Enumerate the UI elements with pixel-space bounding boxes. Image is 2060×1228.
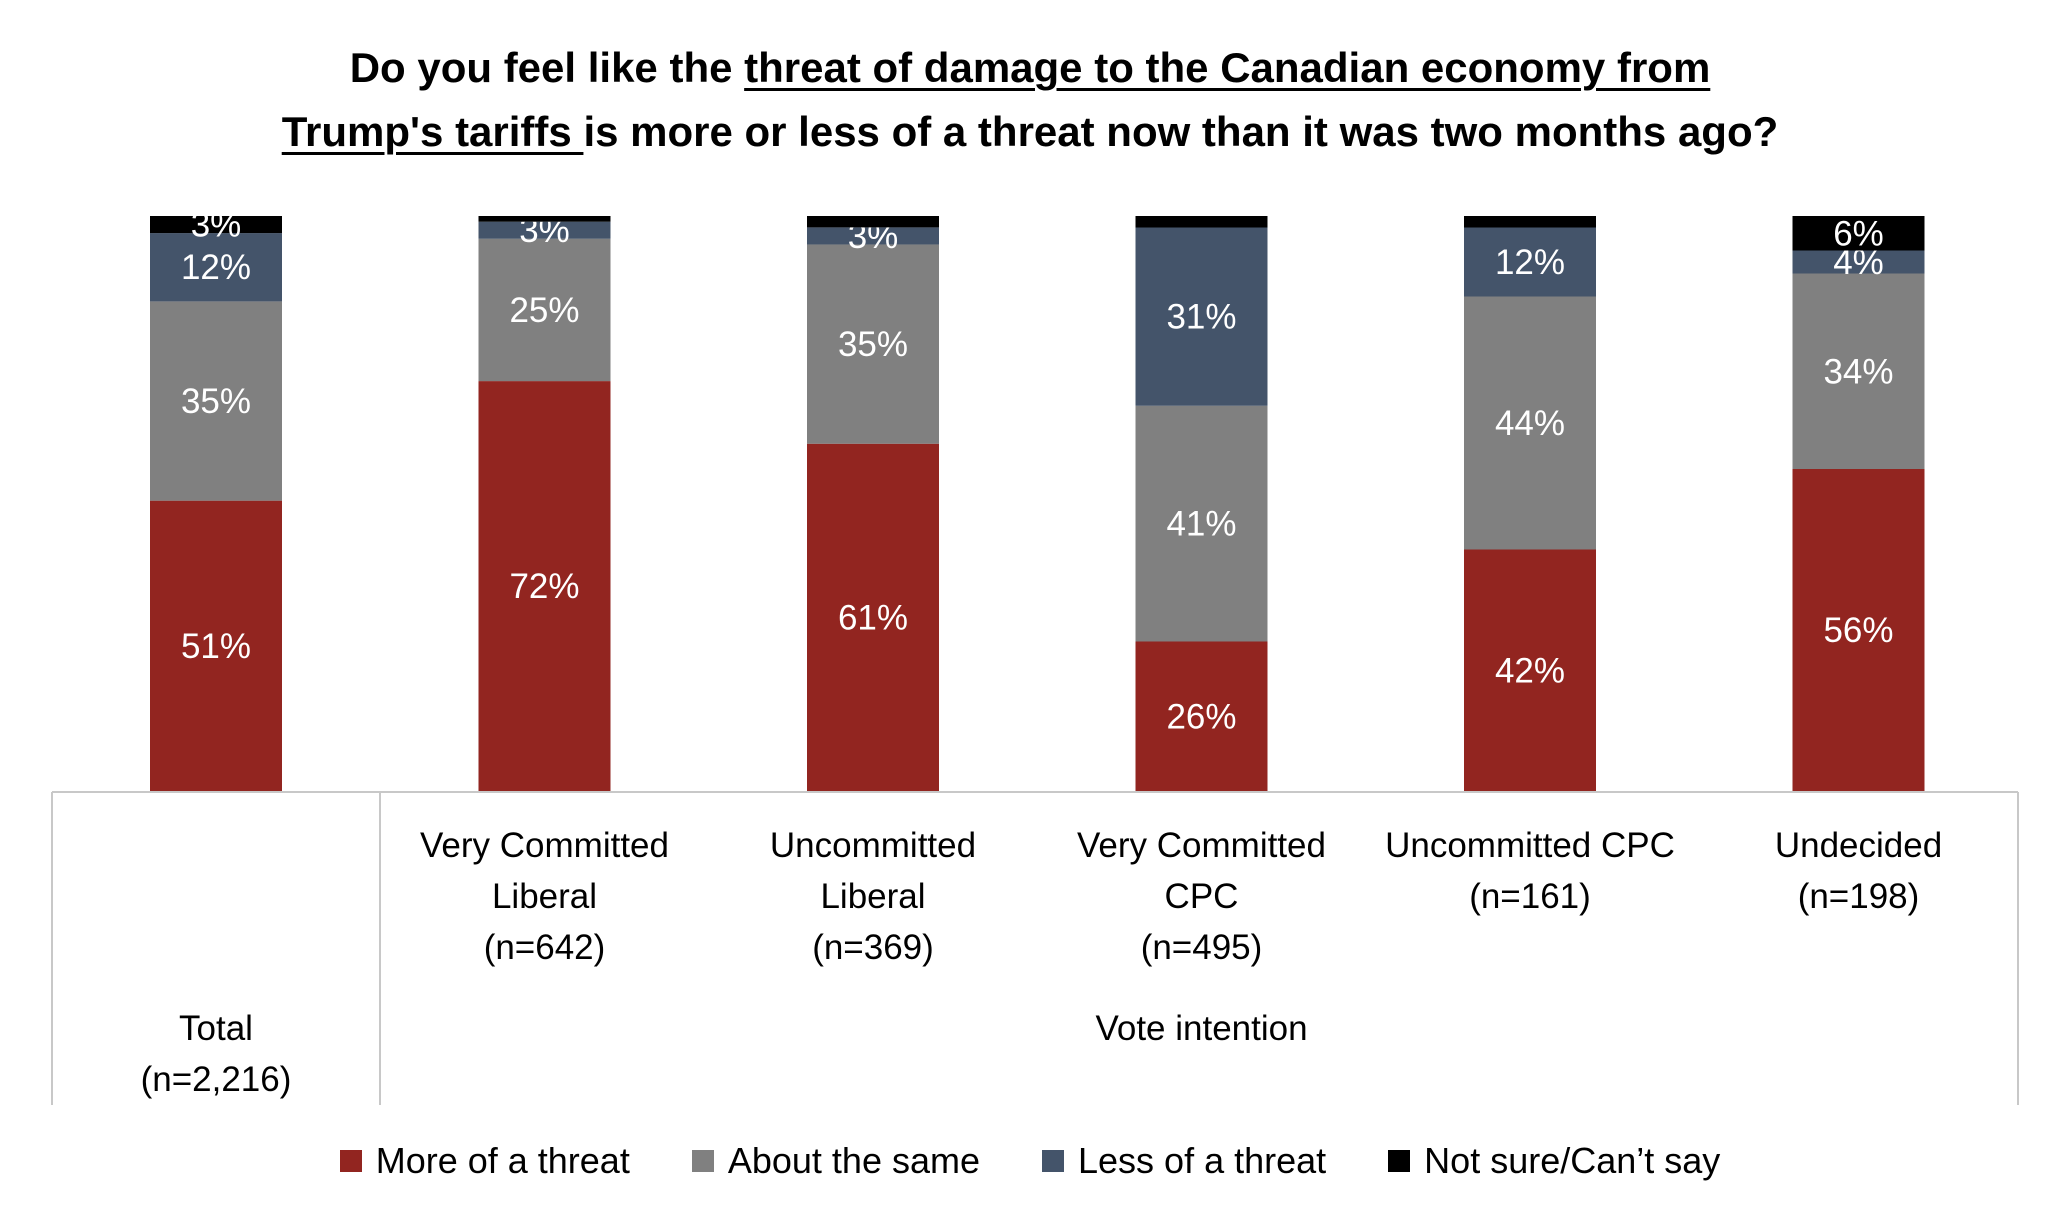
category-label: Undecided	[1775, 826, 1942, 865]
bar-segment	[478, 216, 611, 222]
bar-segment	[1464, 296, 1596, 550]
data-label: 41%	[1166, 505, 1236, 544]
bar-segment	[1135, 641, 1268, 791]
bar-segment	[1135, 405, 1268, 642]
legend-swatch	[1388, 1150, 1411, 1172]
data-label: 56%	[1823, 611, 1893, 650]
legend-item: More of a threat	[339, 1140, 630, 1182]
chart-title-underlined-1: threat of damage to the Canadian economy…	[744, 44, 1711, 91]
data-label: 34%	[1823, 352, 1893, 391]
chart-title-line-1: Do you feel like the threat of damage to…	[0, 36, 2060, 100]
data-label: 31%	[1166, 298, 1236, 337]
data-label: 72%	[509, 567, 579, 606]
data-label: 12%	[1495, 243, 1565, 282]
chart-legend: More of a threat About the same Less of a …	[0, 1140, 2060, 1182]
bar-segment	[478, 238, 611, 382]
category-label: (n=198)	[1798, 877, 1920, 916]
category-label: (n=2,216)	[141, 1060, 292, 1099]
category-label: (n=369)	[812, 928, 934, 967]
bar-segment	[1792, 250, 1925, 274]
category-label: Total	[179, 1009, 253, 1048]
category-label: Very Committed	[420, 826, 669, 865]
legend-swatch	[339, 1150, 362, 1172]
legend-item: Less of a threat	[1042, 1140, 1326, 1182]
bar-segment	[1792, 216, 1925, 251]
bar-segment	[1464, 227, 1596, 297]
bar-segment	[1464, 216, 1596, 228]
category-label: Uncommitted	[770, 826, 976, 865]
category-label: Very Committed	[1077, 826, 1326, 865]
bar-segment	[807, 443, 939, 791]
legend-swatch	[1042, 1150, 1065, 1172]
category-label: (n=642)	[484, 928, 606, 967]
chart-title-line-2: Trump's tariffs is more or less of a thr…	[0, 100, 2060, 164]
data-label: 35%	[181, 382, 251, 421]
data-label: 61%	[838, 598, 908, 637]
category-label: (n=495)	[1141, 928, 1263, 967]
chart-title-plain-2: is more or less of a threat now than it …	[583, 108, 1779, 155]
bar-segment	[150, 301, 282, 501]
bar-segment	[150, 500, 282, 791]
data-label: 42%	[1495, 651, 1565, 690]
data-label: 35%	[838, 325, 908, 364]
bar-segment	[478, 381, 611, 791]
legend-label: Less of a threat	[1078, 1140, 1327, 1181]
legend-item: About the same	[691, 1140, 981, 1182]
legend-label: About the same	[727, 1140, 981, 1181]
data-label: 3%	[191, 206, 242, 245]
legend-label: More of a threat	[375, 1140, 630, 1181]
bar-segment	[478, 221, 611, 239]
bar-segment	[1464, 549, 1596, 791]
bar-segment	[1792, 469, 1925, 791]
category-label: Liberal	[492, 877, 597, 916]
data-label: 25%	[509, 291, 579, 330]
bar-segment	[807, 216, 939, 228]
legend-swatch	[691, 1150, 714, 1172]
bar-segment	[1135, 216, 1268, 228]
data-label: 44%	[1495, 404, 1565, 443]
chart-title: Do you feel like the threat of damage to…	[0, 36, 2060, 164]
bar-segment	[150, 233, 282, 302]
bar-segment	[807, 227, 939, 245]
chart-title-plain-1: Do you feel like the	[349, 44, 745, 91]
data-label: 12%	[181, 248, 251, 287]
category-label: (n=161)	[1469, 877, 1591, 916]
bar-segment	[807, 244, 939, 444]
group-label: Vote intention	[1095, 1009, 1307, 1048]
legend-label: Not sure/Can’t say	[1424, 1140, 1721, 1181]
legend-item: Not sure/Can’t say	[1388, 1140, 1720, 1182]
category-label: Uncommitted CPC	[1385, 826, 1675, 865]
category-label: CPC	[1165, 877, 1239, 916]
data-label: 6%	[1833, 214, 1884, 253]
data-label: 51%	[181, 627, 251, 666]
bar-segment	[1135, 227, 1268, 406]
category-label: Liberal	[820, 877, 925, 916]
bar-segment	[150, 216, 282, 234]
chart-title-underlined-2: Trump's tariffs	[281, 108, 584, 155]
data-label: 26%	[1166, 697, 1236, 736]
bar-segment	[1792, 273, 1925, 469]
